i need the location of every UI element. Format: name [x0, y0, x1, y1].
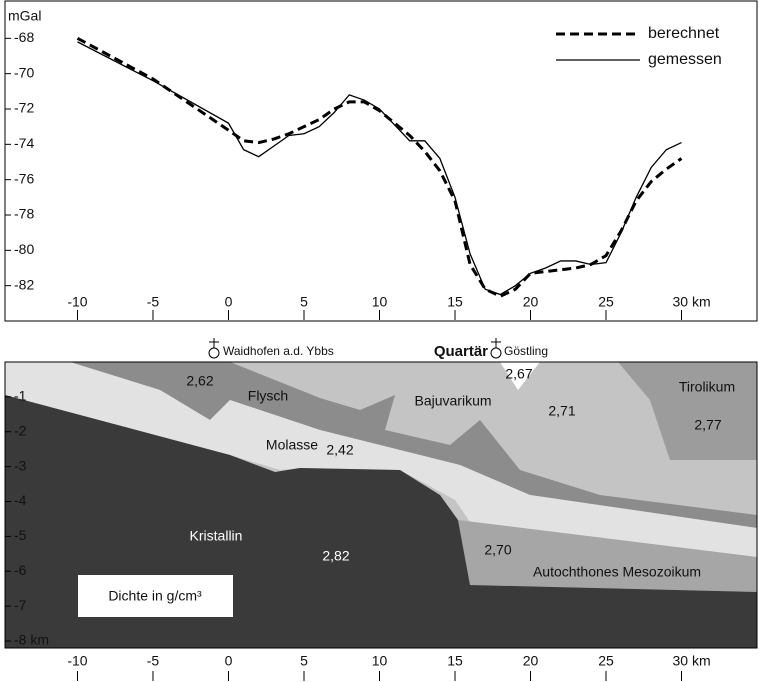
density-label: 2,71	[548, 403, 575, 419]
y-tick-label: -78	[14, 206, 34, 222]
density-label: 2,42	[326, 442, 353, 458]
y-tick-label: -80	[14, 241, 34, 257]
x-tick-label: 10	[372, 294, 388, 310]
y-tick-label: -1	[14, 388, 27, 404]
x-tick-label: -10	[67, 653, 87, 669]
y-tick-label: -72	[14, 100, 34, 116]
figure: mGal Waidhofen a.d. Ybbs Göstling Quartä…	[0, 0, 759, 682]
density-label: 2,70	[484, 542, 511, 558]
place-label: Waidhofen a.d. Ybbs	[223, 344, 334, 358]
unit-label: Autochthones Mesozoikum	[533, 564, 701, 580]
y-tick-label: -70	[14, 64, 34, 80]
plot-frame	[5, 1, 757, 321]
x-tick-label: 0	[225, 653, 233, 669]
cross-section	[5, 362, 757, 648]
y-tick-label: -5	[14, 527, 27, 543]
density-label: 2,62	[186, 373, 213, 389]
density-label: 2,82	[322, 548, 349, 564]
unit-label: Molasse	[266, 437, 318, 453]
x-tick-label: 20	[523, 653, 539, 669]
place-label: Göstling	[504, 344, 548, 358]
y-tick-label: -76	[14, 170, 34, 186]
x-tick-label: 5	[300, 294, 308, 310]
place-symbol	[209, 348, 219, 358]
x-tick-label: 15	[447, 653, 463, 669]
data-line	[77, 42, 681, 295]
x-tick-label: -10	[67, 294, 87, 310]
x-tick-label: -5	[147, 294, 160, 310]
density-note: Dichte in g/cm³	[108, 588, 202, 604]
y-tick-label: -7	[14, 597, 27, 613]
legend-label: gemessen	[648, 51, 722, 68]
x-tick-label: 30 km	[672, 653, 710, 669]
y-axis-label: mGal	[8, 8, 41, 24]
y-tick-label: -4	[14, 492, 27, 508]
unit-label: Bajuvarikum	[414, 393, 491, 409]
data-line	[77, 38, 681, 296]
y-tick-label: -68	[14, 29, 34, 45]
y-tick-label: -74	[14, 135, 34, 151]
density-label: 2,77	[694, 417, 721, 433]
x-tick-label: 25	[598, 294, 614, 310]
x-tick-label: 10	[372, 653, 388, 669]
x-tick-label: 0	[225, 294, 233, 310]
unit-label: Tirolikum	[679, 379, 735, 395]
unit-label: Flysch	[248, 388, 288, 404]
x-tick-label: 25	[598, 653, 614, 669]
page: mGal Waidhofen a.d. Ybbs Göstling Quartä…	[0, 0, 759, 682]
unit-label: Quartär	[434, 343, 488, 360]
legend-label: berechnet	[648, 25, 720, 42]
y-tick-label: -2	[14, 422, 27, 438]
x-tick-label: 20	[523, 294, 539, 310]
x-tick-label: -5	[147, 653, 160, 669]
y-tick-label: -3	[14, 457, 27, 473]
x-tick-label: 5	[300, 653, 308, 669]
unit-label: Kristallin	[190, 528, 243, 544]
y-tick-label: -8 km	[14, 632, 49, 648]
y-tick-label: -6	[14, 562, 27, 578]
y-tick-label: -82	[14, 276, 34, 292]
x-tick-label: 15	[447, 294, 463, 310]
x-tick-label: 30 km	[672, 294, 710, 310]
place-symbol	[491, 348, 501, 358]
density-label: 2,67	[505, 366, 532, 382]
